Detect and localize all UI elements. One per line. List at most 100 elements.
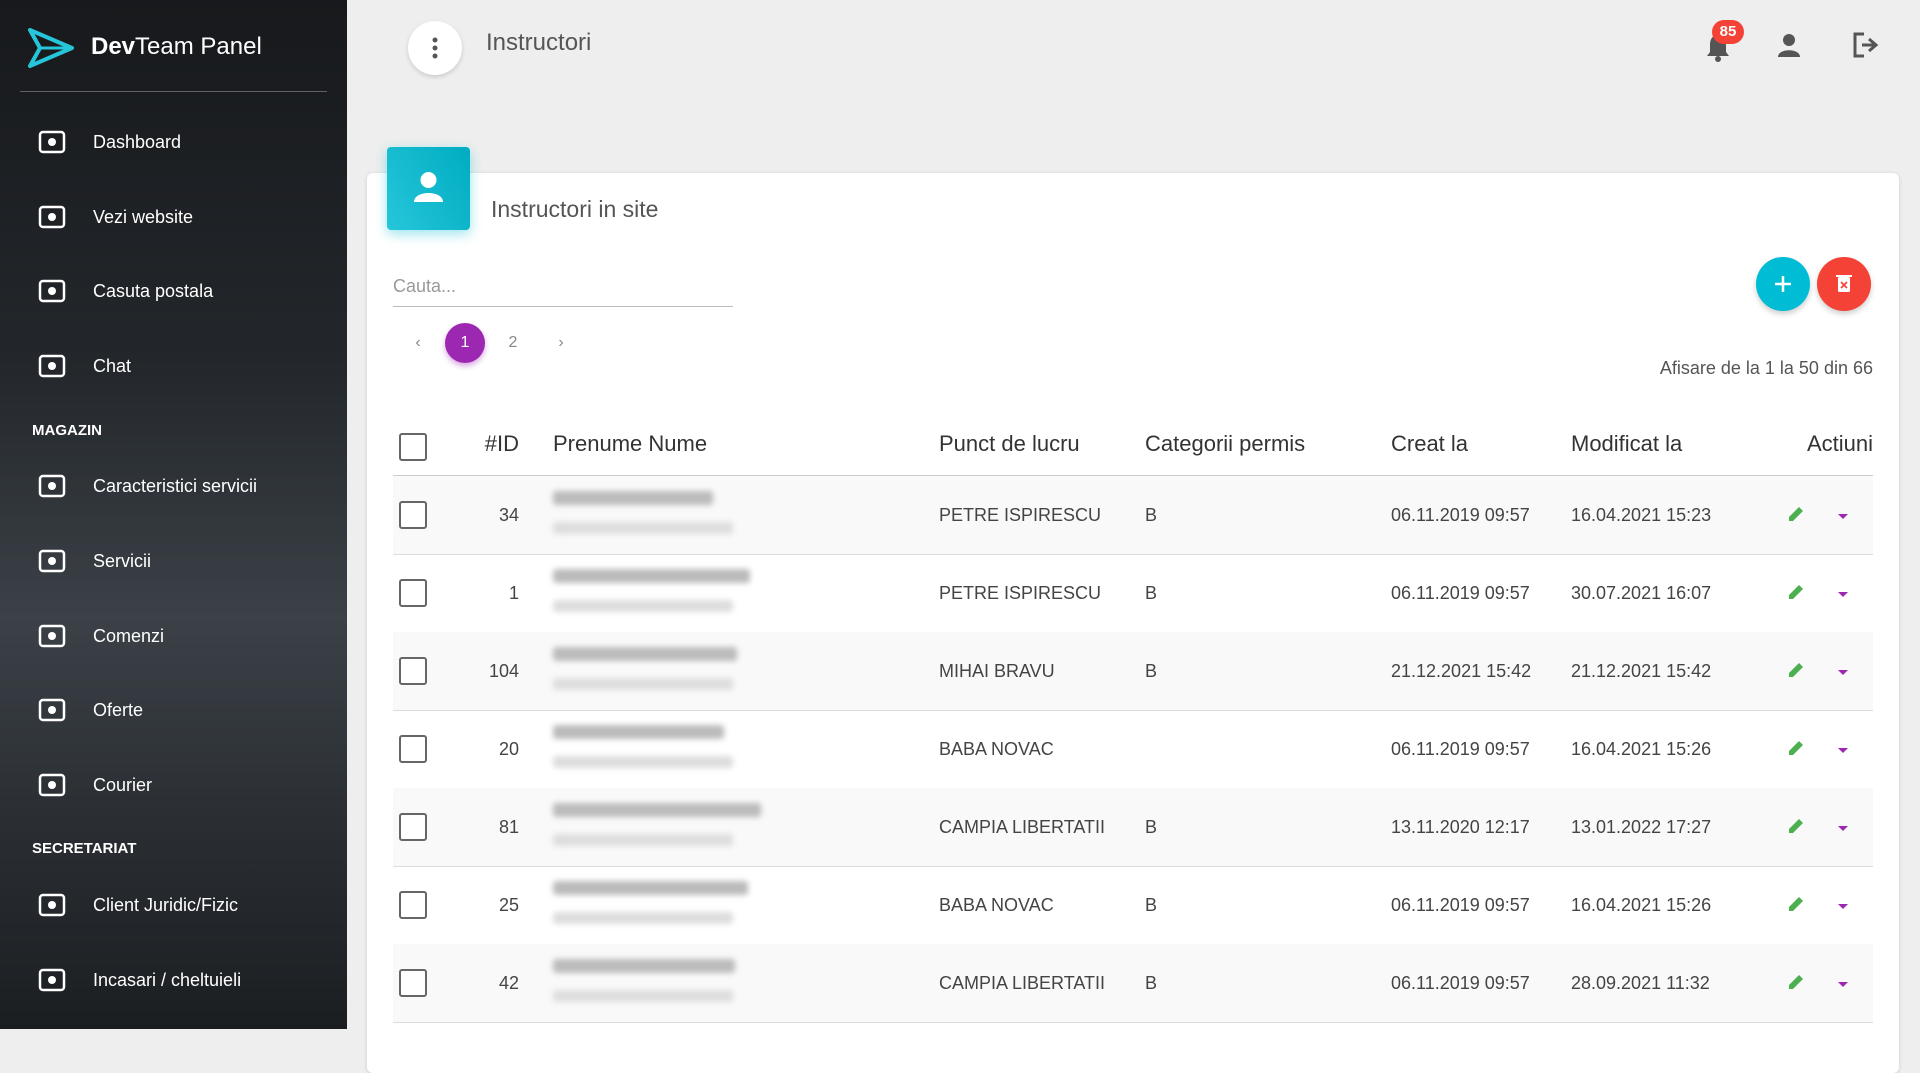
table-cell: CAMPIA LIBERTATII: [939, 817, 1106, 837]
dropdown-button[interactable]: [1836, 899, 1850, 917]
menu-item[interactable]: Comenzi: [0, 611, 347, 661]
row-checkbox[interactable]: [399, 813, 427, 841]
section-label: SECRETARIAT: [32, 840, 137, 857]
column-header: #ID: [484, 431, 519, 456]
blurred-cnp: [553, 990, 733, 1002]
table-cell: 42: [498, 973, 519, 993]
table-cell: 34: [498, 505, 519, 525]
section-label: MAGAZIN: [32, 422, 102, 439]
page-button[interactable]: ›: [558, 334, 564, 351]
menu-item[interactable]: Client Juridic/Fizic: [0, 880, 347, 930]
table-row: 42 CAMPIA LIBERTATII B 06.11.2019 09:57 28.0…: [393, 944, 1873, 1023]
header-divider: [393, 475, 1873, 476]
menu-label: Servicii: [93, 550, 152, 571]
table-cell: 06.11.2019 09:57: [1391, 505, 1530, 525]
menu-item[interactable]: Caracteristici servicii: [0, 461, 347, 511]
menu-icon: [34, 127, 70, 157]
dropdown-button[interactable]: [1836, 743, 1850, 761]
blurred-name: [553, 803, 761, 817]
menu-icon: [34, 770, 70, 800]
user-icon[interactable]: [1776, 32, 1802, 58]
menu-item[interactable]: Vezi website: [0, 192, 347, 242]
dots-icon: [432, 37, 438, 59]
dropdown-button[interactable]: [1836, 587, 1850, 605]
row-checkbox[interactable]: [399, 969, 427, 997]
menu-label: Comenzi: [93, 625, 165, 646]
table-cell: 28.09.2021 11:32: [1571, 973, 1710, 993]
table-row: 25 BABA NOVAC B 06.11.2019 09:57 16.04.2021 …: [393, 866, 1873, 945]
table-cell: 1: [508, 583, 519, 603]
page-button[interactable]: ‹: [415, 334, 421, 351]
menu-toggle[interactable]: [408, 21, 462, 75]
menu-item[interactable]: Courier: [0, 760, 347, 810]
delete-button[interactable]: [1817, 257, 1871, 311]
edit-button[interactable]: [1785, 503, 1807, 530]
edit-button[interactable]: [1785, 659, 1807, 686]
table-cell: 06.11.2019 09:57: [1391, 973, 1530, 993]
table-cell: 16.04.2021 15:26: [1571, 895, 1712, 915]
menu-item[interactable]: Servicii: [0, 536, 347, 586]
dropdown-button[interactable]: [1836, 977, 1850, 995]
page-button[interactable]: 1: [445, 323, 485, 363]
table-cell: PETRE ISPIRESCU: [939, 583, 1102, 603]
blurred-name: [553, 725, 724, 739]
table-cell: 16.04.2021 15:23: [1571, 505, 1712, 525]
row-checkbox[interactable]: [399, 735, 427, 763]
blurred-cnp: [553, 600, 733, 612]
table-cell: B: [1145, 817, 1158, 837]
table-cell: 21.12.2021 15:42: [1571, 661, 1712, 681]
dropdown-button[interactable]: [1836, 665, 1850, 683]
table-cell: BABA NOVAC: [939, 895, 1054, 915]
add-button[interactable]: [1756, 257, 1810, 311]
dropdown-button[interactable]: [1836, 821, 1850, 839]
table-cell: 13.11.2020 12:17: [1391, 817, 1530, 837]
menu-label: Oferte: [93, 699, 144, 720]
blurred-cnp: [553, 912, 733, 924]
divider: [20, 91, 327, 92]
menu-item[interactable]: Oferte: [0, 685, 347, 735]
page-title: Instructori: [486, 29, 592, 56]
table-cell: 06.11.2019 09:57: [1391, 583, 1530, 603]
edit-button[interactable]: [1785, 815, 1807, 842]
edit-button[interactable]: [1785, 971, 1807, 998]
blurred-cnp: [553, 756, 733, 768]
table-row: 34 PETRE ISPIRESCU B 06.11.2019 09:57 16.04.…: [393, 476, 1873, 555]
blurred-name: [553, 959, 735, 973]
table-summary: Afisare de la 1 la 50 din 66: [1659, 358, 1873, 378]
menu-label: Client Juridic/Fizic: [93, 894, 239, 915]
edit-button[interactable]: [1785, 581, 1807, 608]
select-all-checkbox[interactable]: [399, 433, 427, 461]
dropdown-button[interactable]: [1836, 509, 1850, 527]
menu-label: Caracteristici servicii: [93, 475, 258, 496]
search-input[interactable]: Cauta...: [393, 276, 733, 307]
table-cell: 25: [498, 895, 519, 915]
edit-button[interactable]: [1785, 893, 1807, 920]
table-cell: 16.04.2021 15:26: [1571, 739, 1712, 759]
row-checkbox[interactable]: [399, 657, 427, 685]
table-cell: B: [1145, 661, 1158, 681]
page-button[interactable]: 2: [508, 334, 518, 351]
menu-item[interactable]: Chat: [0, 341, 347, 391]
table-cell: 20: [498, 739, 519, 759]
notification-badge: 85: [1712, 20, 1744, 44]
table-cell: B: [1145, 505, 1158, 525]
row-checkbox[interactable]: [399, 579, 427, 607]
column-header: Actiuni: [1806, 431, 1873, 456]
table-cell: CAMPIA LIBERTATII: [939, 973, 1106, 993]
column-header: Creat la: [1391, 431, 1469, 456]
card-title: Instructori in site: [491, 196, 659, 222]
logout-icon[interactable]: [1852, 31, 1882, 59]
table-cell: 21.12.2021 15:42: [1391, 661, 1532, 681]
table-cell: 30.07.2021 16:07: [1571, 583, 1712, 603]
menu-item[interactable]: Incasari / cheltuieli: [0, 955, 347, 1005]
edit-button[interactable]: [1785, 737, 1807, 764]
row-checkbox[interactable]: [399, 501, 427, 529]
table-cell: 06.11.2019 09:57: [1391, 895, 1530, 915]
menu-item[interactable]: Casuta postala: [0, 266, 347, 316]
blurred-cnp: [553, 678, 733, 690]
brand-bold: Dev: [91, 33, 136, 60]
row-checkbox[interactable]: [399, 891, 427, 919]
menu-icon: [34, 276, 70, 306]
menu-item[interactable]: Dashboard: [0, 117, 347, 167]
logo: [28, 28, 74, 68]
